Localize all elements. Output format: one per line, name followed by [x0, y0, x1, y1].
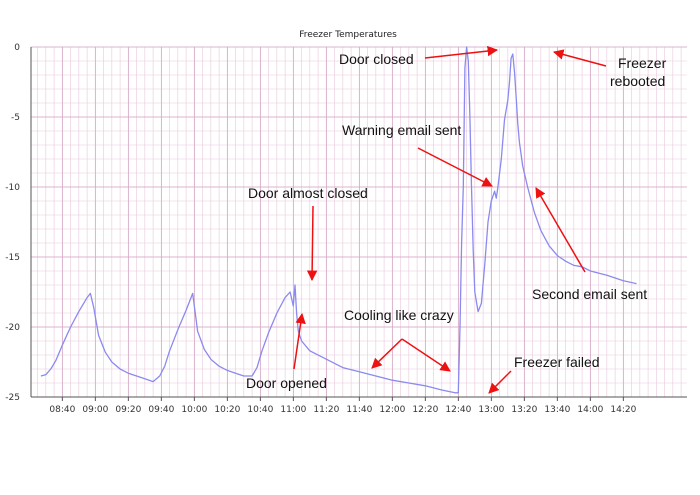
temperature-line: [40, 46, 637, 394]
x-tick-label: 10:40: [247, 405, 273, 415]
series-group: [40, 46, 637, 394]
annotation-door-closed: Door closed: [339, 51, 414, 67]
annotation-freezer-rebooted-line1: Freezer: [618, 55, 667, 71]
x-tick-label: 12:00: [379, 405, 405, 415]
major-grid: [31, 46, 687, 398]
x-tick-label: 10:00: [181, 405, 207, 415]
annotations: Door closed Freezer rebooted Warning ema…: [246, 45, 667, 394]
x-tick-label: 14:20: [610, 405, 636, 415]
x-axis: 08:40 09:00 09:20 09:40 10:00 10:20 10:40 11:00…: [31, 396, 687, 415]
x-tick-label: 13:00: [478, 405, 504, 415]
annotation-freezer-failed: Freezer failed: [514, 354, 600, 370]
x-tick-label: 14:00: [577, 405, 603, 415]
arrow-door-closed: [424, 45, 499, 59]
y-tick-label: -20: [5, 323, 20, 333]
y-tick-label: 0: [14, 43, 20, 53]
annotation-door-almost-closed: Door almost closed: [248, 185, 368, 201]
x-tick-label: 10:20: [214, 405, 240, 415]
arrow-cooling-2: [401, 338, 451, 372]
x-tick-label: 09:40: [148, 405, 174, 415]
annotation-freezer-rebooted-line2: rebooted: [610, 73, 665, 89]
y-tick-label: -15: [5, 253, 20, 263]
arrow-second-email: [535, 187, 586, 273]
x-tick-label: 11:40: [346, 405, 372, 415]
x-tick-label: 11:00: [280, 405, 306, 415]
y-tick-label: -5: [11, 113, 20, 123]
arrow-freezer-failed: [488, 370, 512, 394]
arrow-door-opened: [293, 312, 306, 370]
x-tick-label: 13:40: [544, 405, 570, 415]
annotation-second-email-sent: Second email sent: [532, 286, 647, 302]
x-tick-label: 08:40: [49, 405, 75, 415]
y-tick-label: -10: [5, 183, 20, 193]
arrow-freezer-rebooted: [552, 49, 607, 67]
arrow-cooling-1: [371, 338, 403, 369]
x-tick-label: 09:00: [82, 405, 108, 415]
chart-title: Freezer Temperatures: [299, 30, 397, 40]
annotation-warning-email-sent: Warning email sent: [342, 122, 461, 138]
x-tick-label: 13:20: [511, 405, 537, 415]
y-tick-label: -25: [5, 393, 20, 403]
y-axis: 0 -5 -10 -15 -20 -25: [5, 43, 32, 403]
x-tick-label: 09:20: [115, 405, 141, 415]
x-tick-label: 12:40: [445, 405, 471, 415]
arrow-door-almost-closed: [306, 205, 318, 282]
annotation-cooling-like-crazy: Cooling like crazy: [344, 307, 454, 323]
arrow-warning-email: [417, 147, 493, 187]
x-tick-label: 12:20: [412, 405, 438, 415]
annotation-door-opened: Door opened: [246, 375, 327, 391]
x-tick-label: 11:20: [313, 405, 339, 415]
